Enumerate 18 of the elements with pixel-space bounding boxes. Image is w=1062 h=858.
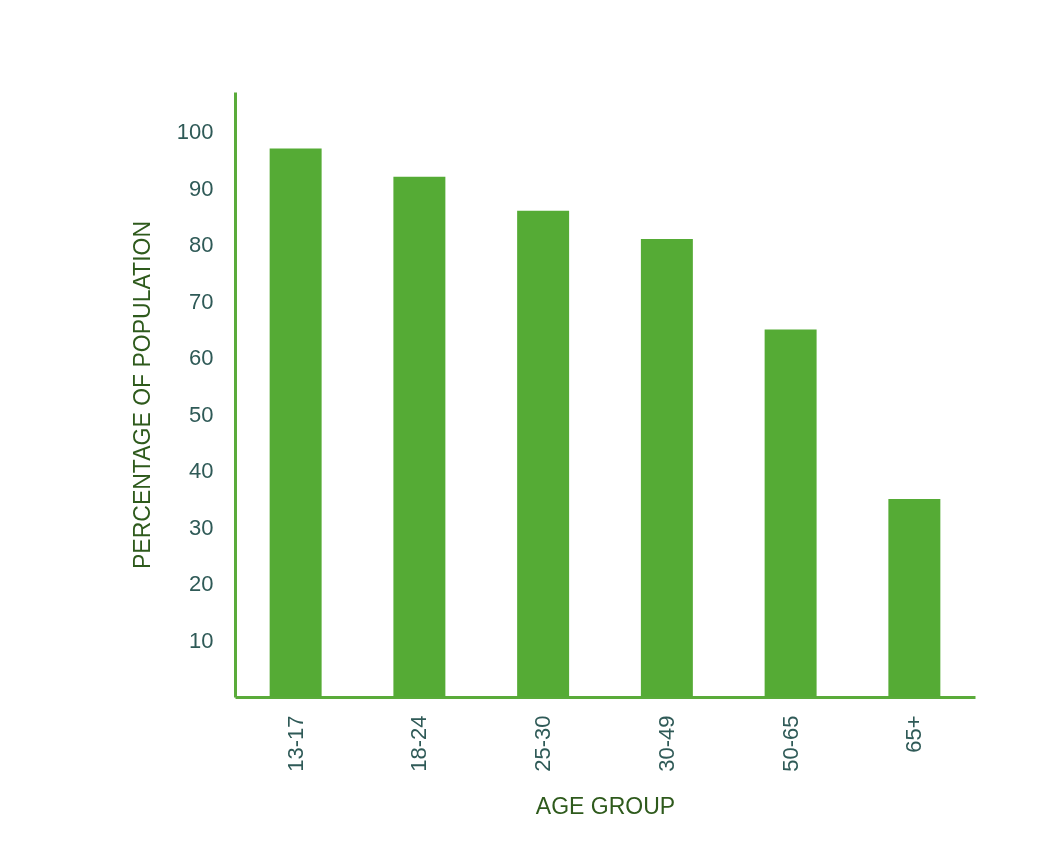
y-tick-label: 50 xyxy=(189,401,214,427)
x-axis-title: AGE GROUP xyxy=(535,792,676,819)
x-tick-label: 25-30 xyxy=(530,715,556,772)
y-tick-label: 30 xyxy=(189,514,214,540)
x-tick-label: 18-24 xyxy=(406,715,432,772)
y-tick-label: 10 xyxy=(189,627,214,653)
y-tick-label: 90 xyxy=(189,175,214,201)
y-tick-label: 70 xyxy=(189,288,214,314)
x-tick-label: 30-49 xyxy=(653,715,679,772)
x-tick-label: 50-65 xyxy=(777,715,803,772)
y-tick-label: 40 xyxy=(189,458,214,484)
y-tick-label: 100 xyxy=(176,119,214,145)
y-axis-title: PERCENTAGE OF POPULATION xyxy=(128,220,155,570)
y-tick-label: 20 xyxy=(189,571,214,597)
x-tick-label: 13-17 xyxy=(282,715,308,772)
y-tick-label: 80 xyxy=(189,232,214,258)
x-tick-label: 65+ xyxy=(901,715,927,753)
y-tick-label: 60 xyxy=(189,345,214,371)
